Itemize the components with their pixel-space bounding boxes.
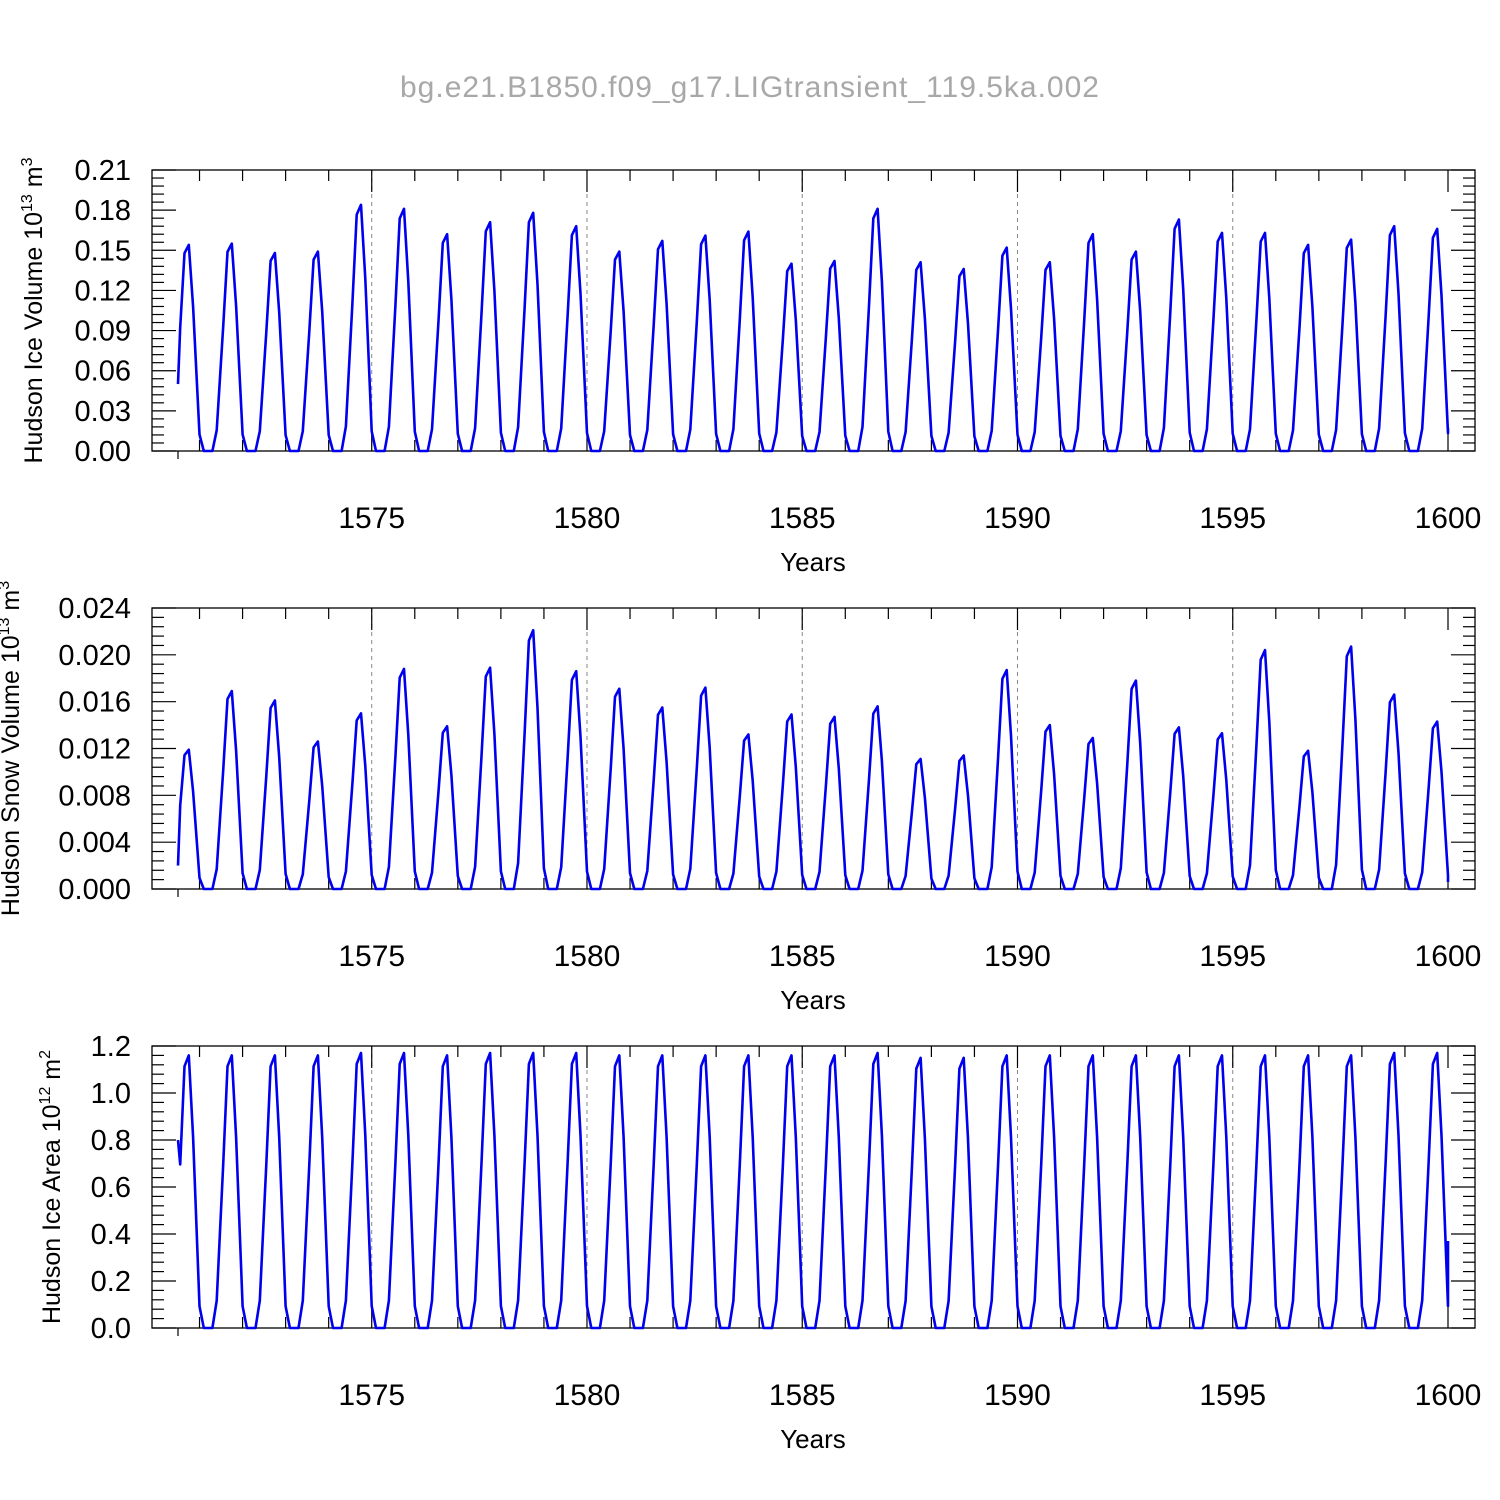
x-tick-label: 1595	[1199, 502, 1266, 535]
plot-frame	[151, 169, 1476, 452]
y-axis-label: Hudson Snow Volume 1013 m3	[0, 581, 25, 916]
x-tick-label: 1600	[1415, 940, 1482, 973]
x-tick-label: 1585	[769, 1379, 836, 1412]
y-label-ylabel: Hudson Snow Volume 10	[0, 635, 25, 916]
y-label-ylabel: Hudson Ice Volume 10	[20, 212, 48, 464]
panel-2: 1575 1580 1585 1590 1595 1600 Years 0.000 0.004 0…	[0, 581, 1481, 1015]
series-line	[176, 1051, 1450, 1330]
y-label-ylabel: Hudson Ice Area 10	[38, 1104, 66, 1324]
y-label-ylabel-unit: m	[38, 1059, 66, 1087]
y-tick-label: 0.016	[58, 687, 131, 719]
y-tick-label: 0.012	[58, 734, 131, 766]
plot-frame	[151, 607, 1476, 890]
x-tick-label: 1590	[984, 940, 1051, 973]
y-tick-label: 0.18	[75, 195, 131, 227]
x-tick-label: 1585	[769, 940, 836, 973]
x-axis-label: Years	[780, 985, 846, 1015]
y-tick-label: 0.03	[75, 396, 131, 428]
panel-3: 1575 1580 1585 1590 1595 1600 Years 0.0 0.2 0.4 0.…	[37, 1031, 1481, 1454]
x-tick-label: 1590	[984, 502, 1051, 535]
x-tick-label: 1585	[769, 502, 836, 535]
y-tick-label: 0.4	[91, 1219, 131, 1251]
x-tick-label: 1580	[554, 940, 621, 973]
x-tick-label: 1575	[338, 940, 405, 973]
y-label-ylabel-unit-exponent: 2	[37, 1050, 54, 1059]
y-tick-label: 0.024	[58, 593, 131, 625]
y-tick-label: 0.6	[91, 1172, 131, 1204]
y-label-ylabel-exponent: 13	[19, 194, 36, 212]
y-tick-label: 0.8	[91, 1125, 131, 1157]
y-label-ylabel-exponent: 12	[37, 1087, 54, 1105]
x-tick-label: 1575	[338, 1379, 405, 1412]
y-label-ylabel-unit: m	[0, 590, 25, 618]
x-tick-label: 1580	[554, 502, 621, 535]
y-tick-label: 0.000	[58, 874, 131, 906]
x-tick-label: 1600	[1415, 502, 1482, 535]
y-tick-label: 0.09	[75, 316, 131, 348]
x-tick-label: 1575	[338, 502, 405, 535]
figure-title: bg.e21.B1850.f09_g17.LIGtransient_119.5k…	[400, 71, 1100, 104]
y-tick-label: 0.004	[58, 827, 131, 859]
x-tick-label: 1580	[554, 1379, 621, 1412]
x-tick-label: 1595	[1199, 1379, 1266, 1412]
x-axis-label: Years	[780, 547, 846, 577]
panels: 1575 1580 1585 1590 1595 1600Years0.000.030.0…	[0, 155, 1481, 1454]
series-line	[176, 628, 1450, 891]
y-tick-label: 0.0	[91, 1313, 131, 1345]
y-tick-label: 1.0	[91, 1078, 131, 1110]
y-tick-label: 0.21	[75, 155, 131, 187]
y-tick-label: 0.00	[75, 436, 131, 468]
y-tick-label: 0.12	[75, 275, 131, 307]
y-label-ylabel-unit: m	[20, 166, 48, 194]
x-tick-label: 1595	[1199, 940, 1266, 973]
x-tick-label: 1600	[1415, 1379, 1482, 1412]
y-axis-label: Hudson Ice Volume 1013 m3	[19, 157, 48, 463]
y-label-ylabel-unit-exponent: 3	[19, 157, 36, 166]
y-label-ylabel-unit-exponent: 3	[0, 581, 13, 590]
y-tick-label: 0.15	[75, 235, 131, 267]
y-tick-label: 0.020	[58, 640, 131, 672]
panel-1: 1575 1580 1585 1590 1595 1600 Years 0.00 0.03 0.0…	[19, 155, 1481, 577]
y-tick-label: 0.2	[91, 1266, 131, 1298]
y-tick-label: 1.2	[91, 1031, 131, 1063]
y-tick-label: 0.008	[58, 780, 131, 812]
x-axis-label: Years	[780, 1424, 846, 1454]
y-tick-label: 0.06	[75, 356, 131, 388]
y-label-ylabel-exponent: 13	[0, 617, 13, 635]
series-line	[176, 203, 1450, 453]
y-axis-label: Hudson Ice Area 1012 m2	[37, 1050, 66, 1324]
x-tick-label: 1590	[984, 1379, 1051, 1412]
